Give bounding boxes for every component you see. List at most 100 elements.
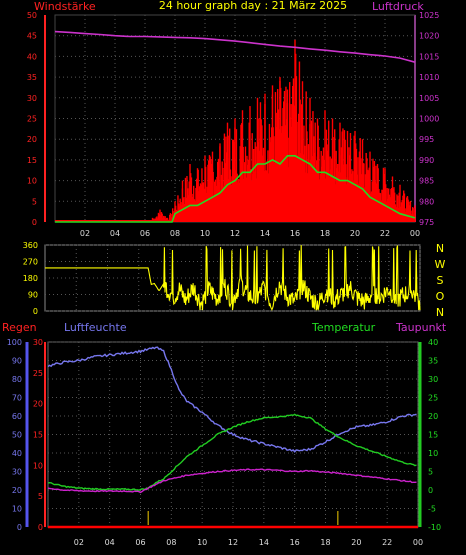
wind-bar (394, 192, 396, 222)
gust-bar (369, 151, 371, 222)
wind-bar (374, 181, 376, 222)
x-tick-label: 08 (166, 538, 176, 547)
wind-bar (363, 163, 365, 222)
wind-bar (170, 217, 172, 222)
wind-tick-label: 50 (27, 11, 37, 20)
wind-bar (184, 204, 186, 222)
wind-bar (335, 150, 337, 222)
wind-bar (316, 160, 318, 222)
wind-bar (329, 156, 331, 222)
x-tick-label: 18 (320, 229, 330, 238)
avg-wind-line (55, 155, 416, 223)
wind-bar (214, 179, 217, 222)
wind-bar (238, 182, 241, 222)
wind-bar (322, 147, 325, 222)
wind-bar (355, 143, 357, 222)
x-tick-label: 22 (380, 229, 390, 238)
rain-axis-title: Regen (2, 321, 37, 334)
wind-tick-label: 20 (27, 135, 37, 144)
wind-bar (373, 167, 375, 222)
wind-bar (285, 86, 287, 223)
wind-bar (238, 178, 240, 222)
gust-bar (406, 197, 409, 222)
wind-bar (273, 136, 275, 222)
wind-bar (283, 101, 285, 222)
wind-bar (315, 170, 317, 222)
wind-bar (215, 185, 217, 222)
direction-tick-label: 180 (23, 274, 38, 283)
x-tick-label: 12 (228, 538, 238, 547)
wind-bar (277, 89, 279, 222)
wind-direction-line (45, 245, 421, 311)
gust-bar (234, 118, 236, 222)
temperature-line (47, 413, 417, 491)
wind-bar (390, 188, 392, 222)
wind-bar (410, 214, 412, 222)
gust-bar (391, 176, 394, 222)
pressure-tick-label: 1025 (419, 11, 439, 20)
x-tick-label: 20 (351, 538, 361, 547)
wind-tick-label: 35 (27, 73, 37, 82)
wind-bar (253, 149, 255, 222)
wind-bar (265, 171, 268, 222)
gust-bar (256, 97, 259, 222)
wind-bar (352, 180, 355, 222)
wind-bar (257, 142, 259, 222)
direction-tick-label: 90 (28, 291, 38, 300)
wind-bar (295, 53, 297, 222)
wind-bar (267, 150, 269, 222)
wind-bar (352, 171, 354, 222)
humidity-tick-label: 70 (12, 394, 22, 403)
wind-bar (283, 90, 286, 222)
humidity-tick-label: 60 (12, 412, 22, 421)
wind-bar (252, 173, 254, 222)
wind-bar (349, 155, 351, 222)
wind-bar (397, 195, 399, 222)
wind-bar (171, 214, 173, 222)
humidity-axis-title: Luftfeuchte (64, 321, 127, 334)
wind-bar (271, 127, 273, 222)
temperature-axis-title: Temperatur (311, 321, 376, 334)
x-tick-label: 18 (320, 538, 330, 547)
wind-bar (188, 181, 190, 222)
wind-bar (220, 174, 223, 222)
wind-bar (308, 162, 310, 222)
wind-bar (259, 150, 261, 222)
wind-bar (284, 125, 286, 222)
wind-bar (169, 214, 171, 222)
temp-tick-label: 35 (428, 357, 438, 366)
wind-bar (231, 176, 233, 222)
wind-bar (274, 162, 276, 222)
wind-bar (224, 163, 226, 222)
rain-tick-label: 25 (33, 369, 43, 378)
wind-bar (319, 173, 322, 222)
wind-bar (365, 152, 367, 222)
gust-bar (271, 85, 274, 222)
wind-bar (300, 153, 302, 222)
wind-bar (403, 190, 405, 222)
gust-bar (181, 180, 184, 222)
wind-bar (304, 145, 306, 222)
wind-bar (161, 213, 163, 222)
wind-bar (380, 200, 382, 222)
wind-bar (289, 82, 291, 222)
wind-bar (351, 169, 353, 222)
pressure-axis-title: Luftdruck (372, 0, 424, 13)
wind-bar (244, 146, 247, 222)
wind-bar (371, 181, 373, 222)
wind-bar (358, 183, 360, 222)
wind-bar (350, 173, 352, 222)
rain-tick-label: 0 (38, 523, 43, 532)
wind-bar (211, 163, 213, 222)
wind-bar (360, 158, 362, 222)
wind-bar (413, 208, 415, 222)
wind-tick-label: 0 (32, 218, 37, 227)
wind-bar (307, 173, 309, 222)
wind-bar (226, 152, 228, 222)
wind-bar (217, 162, 219, 222)
wind-pressure-panel: 0510152025303540455097598098599099510001… (27, 11, 440, 238)
humidity-tick-label: 80 (12, 375, 22, 384)
wind-bar (328, 176, 331, 222)
wind-bar (341, 131, 343, 222)
wind-bar (322, 155, 324, 222)
